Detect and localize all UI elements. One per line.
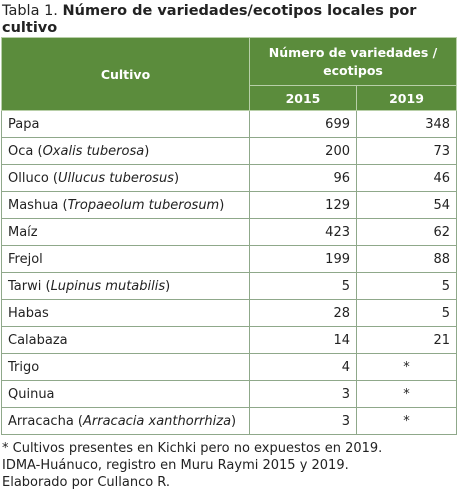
crop-cell: Papa (1, 110, 250, 138)
value-cell: 699 (249, 110, 357, 138)
crop-name: Quinua (8, 386, 55, 402)
crop-name: ) (165, 278, 171, 294)
value-cell: 4 (249, 353, 357, 381)
crop-name: Frejol (8, 251, 43, 267)
header-group: Número de variedades / ecotipos (248, 37, 457, 86)
value-cell: 348 (355, 110, 457, 138)
crop-name: Mashua ( (8, 197, 68, 213)
table-row: Olluco (Ullucus tuberosus) 96 46 (1, 164, 457, 192)
crop-name: Arracacha ( (8, 413, 83, 429)
header-crop: Cultivo (1, 37, 250, 111)
crop-name: Trigo (8, 359, 40, 375)
value-cell: 129 (249, 191, 357, 219)
crop-name: ) (144, 143, 150, 159)
title-text: Número de variedades/ecotipos locales po… (2, 3, 417, 36)
header-year: 2015 (249, 85, 357, 111)
crop-cell: Maíz (1, 218, 250, 246)
crop-name: Habas (8, 305, 49, 321)
footnotes: * Cultivos presentes en Kichki pero no e… (0, 435, 457, 491)
footnote: Elaborado por Cullanco R. (2, 475, 171, 490)
value-cell: 46 (355, 164, 457, 192)
crop-cell: Tarwi (Lupinus mutabilis) (1, 272, 250, 300)
crop-name: ) (173, 170, 180, 186)
footnote: * Cultivos presentes en Kichki pero no e… (2, 441, 383, 456)
value-cell: 423 (249, 218, 357, 246)
table: Cultivo Número de variedades / ecotipos 2… (1, 37, 457, 435)
title-prefix: Tabla 1. (2, 3, 58, 19)
value-cell: 3 (249, 407, 357, 435)
table-row: Calabaza 14 21 (1, 326, 457, 354)
header-year: 2019 (355, 85, 457, 111)
value-cell: * (355, 353, 457, 381)
value-cell: 28 (249, 299, 357, 327)
crop-cell: Frejol (1, 245, 250, 273)
crop-cell: Olluco (Ullucus tuberosus) (1, 164, 250, 192)
value-cell: 3 (249, 380, 357, 408)
crop-cell: Oca (Oxalis tuberosa) (1, 137, 250, 165)
table-row: Tarwi (Lupinus mutabilis) 5 5 (1, 272, 457, 300)
table-row: Trigo 4 * (1, 353, 457, 381)
table-row: Maíz 423 62 (1, 218, 457, 246)
value-cell: 62 (355, 218, 457, 246)
value-cell: * (355, 380, 457, 408)
scientific-name: Lupinus mutabilis (50, 278, 166, 294)
value-cell: 5 (355, 299, 457, 327)
value-cell: 200 (249, 137, 357, 165)
crop-name: ) (219, 197, 225, 213)
crop-cell: Quinua (1, 380, 250, 408)
value-cell: 96 (249, 164, 357, 192)
title: Tabla 1. Número de variedades/ecotipos l… (0, 0, 457, 37)
value-cell: 88 (355, 245, 457, 273)
table-body: Papa 699 348 Oca (Oxalis tuberosa) 200 73 Ollu… (1, 110, 457, 435)
footnote: IDMA-Huánuco, registro en Muru Raymi 201… (2, 458, 349, 473)
scientific-name: Oxalis tuberosa (42, 143, 145, 159)
value-cell: 5 (355, 272, 457, 300)
crop-name: Calabaza (8, 332, 68, 348)
value-cell: 54 (355, 191, 457, 219)
crop-name: Maíz (8, 224, 38, 240)
crop-name: ) (231, 413, 237, 429)
crop-cell: Calabaza (1, 326, 250, 354)
value-cell: 14 (249, 326, 357, 354)
scientific-name: Arracacia xanthorrhiza (83, 413, 232, 429)
value-cell: 73 (355, 137, 457, 165)
table-row: Oca (Oxalis tuberosa) 200 73 (1, 137, 457, 165)
crop-name: Oca ( (8, 143, 43, 159)
table-row: Quinua 3 * (1, 380, 457, 408)
table-row: Habas 28 5 (1, 299, 457, 327)
value-cell: 21 (355, 326, 457, 354)
crop-cell: Trigo (1, 353, 250, 381)
crop-cell: Arracacha (Arracacia xanthorrhiza) (1, 407, 250, 435)
crop-name: Papa (8, 116, 40, 132)
table-row: Frejol 199 88 (1, 245, 457, 273)
crop-cell: Habas (1, 299, 250, 327)
value-cell: * (355, 407, 457, 435)
value-cell: 5 (249, 272, 357, 300)
crop-cell: Mashua (Tropaeolum tuberosum) (1, 191, 250, 219)
scientific-name: Tropaeolum tuberosum (67, 197, 220, 213)
value-cell: 199 (249, 245, 357, 273)
table-row: Papa 699 348 (1, 110, 457, 138)
table-row: Mashua (Tropaeolum tuberosum) 129 54 (1, 191, 457, 219)
scientific-name: Ullucus tuberosus (58, 170, 174, 186)
crop-name: Tarwi ( (8, 278, 51, 294)
table-row: Arracacha (Arracacia xanthorrhiza) 3 * (1, 407, 457, 435)
crop-name: Olluco ( (8, 170, 59, 186)
